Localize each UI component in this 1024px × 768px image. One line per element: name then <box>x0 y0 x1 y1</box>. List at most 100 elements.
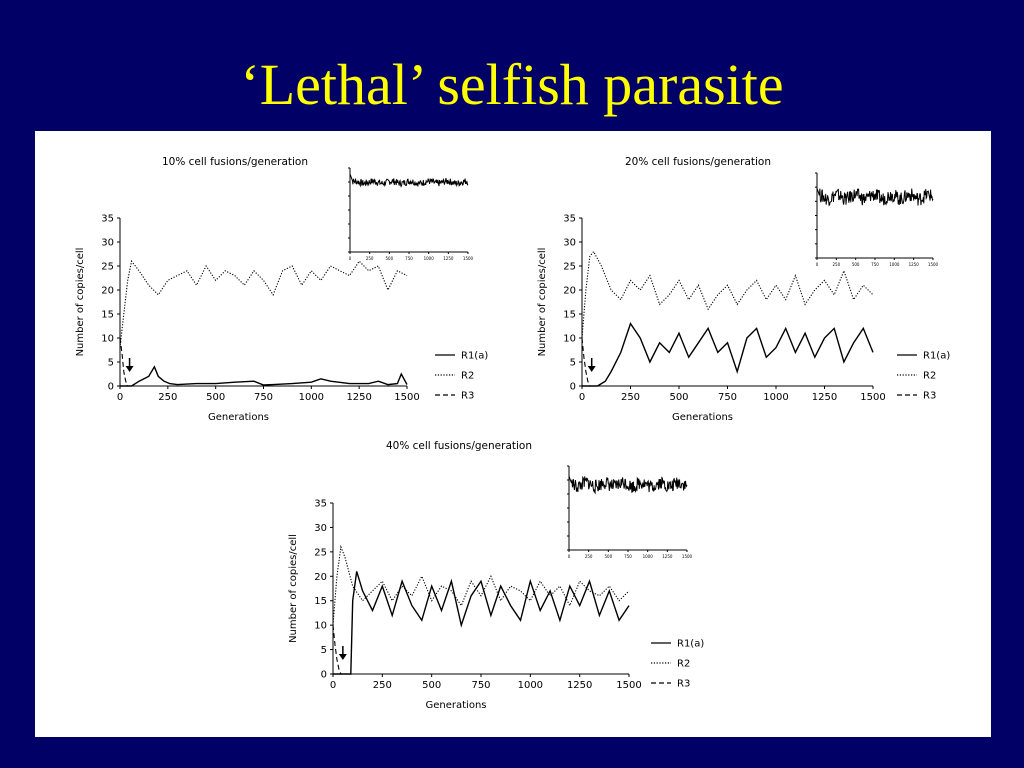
y-tick-label: 25 <box>101 262 114 273</box>
figure-panel: 10% cell fusions/generation 0 250 500 750 100… <box>35 131 991 737</box>
y-tick-label: 10 <box>314 621 327 632</box>
inset-trace <box>568 475 688 495</box>
x-tick-label: 250 <box>373 680 392 691</box>
x-tick-label: 0 <box>330 680 336 691</box>
arrow-head <box>338 654 347 660</box>
legend-label: R3 <box>677 679 690 690</box>
y-tick-label: 10 <box>101 334 114 345</box>
inset-x-tick-label: 1000 <box>643 554 654 559</box>
inset-x-tick-label: 500 <box>605 554 613 559</box>
series-line-r1a <box>582 322 874 387</box>
inset-plot: 0 250 500 750 1000 1250 1500 <box>567 465 693 559</box>
y-axis-label: Number of copies/cell <box>75 248 86 357</box>
x-tick-label: 750 <box>471 680 490 691</box>
series-line-r2 <box>581 250 874 339</box>
inset-x-tick-label: 250 <box>366 256 374 261</box>
series-line-r3 <box>119 337 407 387</box>
arrow-head <box>125 366 134 372</box>
x-axis-label: Generations <box>208 412 269 423</box>
inset-x-tick-label: 1250 <box>909 262 920 267</box>
inset-x-tick-label: 0 <box>568 554 571 559</box>
series-line-r3 <box>581 337 873 387</box>
x-tick-label: 1500 <box>860 392 885 403</box>
inset-x-tick-label: 1500 <box>682 554 693 559</box>
inset-x-tick-label: 750 <box>871 262 879 267</box>
series-line-r1a <box>333 571 630 675</box>
series-line-r2 <box>332 544 630 626</box>
x-tick-label: 1500 <box>394 392 419 403</box>
inset-x-tick-label: 1500 <box>463 256 474 261</box>
y-tick-label: 15 <box>314 596 327 607</box>
x-tick-label: 250 <box>158 392 177 403</box>
inset-x-tick-label: 750 <box>624 554 632 559</box>
x-axis-label: Generations <box>672 412 733 423</box>
series-line-r1a <box>120 365 408 387</box>
x-tick-label: 1000 <box>299 392 324 403</box>
inset-x-tick-label: 1250 <box>443 256 454 261</box>
inset-x-tick-label: 500 <box>386 256 394 261</box>
x-axis-label: Generations <box>426 700 487 711</box>
x-tick-label: 1000 <box>518 680 543 691</box>
inset-x-tick-label: 250 <box>833 262 841 267</box>
legend-label: R2 <box>677 659 690 670</box>
y-tick-label: 15 <box>563 310 576 321</box>
x-tick-label: 500 <box>206 392 225 403</box>
inset-trace <box>349 173 469 188</box>
y-tick-label: 20 <box>101 286 114 297</box>
legend-label: R2 <box>461 371 474 382</box>
x-tick-label: 1500 <box>616 680 641 691</box>
inset-x-tick-label: 500 <box>852 262 860 267</box>
y-tick-label: 0 <box>321 670 327 681</box>
inset-x-tick-label: 250 <box>585 554 593 559</box>
x-tick-label: 750 <box>254 392 273 403</box>
y-tick-label: 35 <box>563 214 576 225</box>
y-tick-label: 35 <box>101 214 114 225</box>
x-tick-label: 0 <box>579 392 585 403</box>
series-line-r3 <box>332 625 629 675</box>
y-tick-label: 35 <box>314 499 327 510</box>
inset-x-tick-label: 1250 <box>662 554 673 559</box>
y-tick-label: 30 <box>101 238 114 249</box>
y-tick-label: 25 <box>563 262 576 273</box>
legend-label: R3 <box>923 391 936 402</box>
inset-plot: 0 250 500 750 1000 1250 1500 <box>815 172 939 267</box>
chart-title: 40% cell fusions/generation <box>386 440 532 452</box>
y-tick-label: 30 <box>314 523 327 534</box>
arrow-head <box>587 366 596 372</box>
y-tick-label: 5 <box>108 358 114 369</box>
legend-label: R1(a) <box>461 351 488 362</box>
chart-title: 10% cell fusions/generation <box>162 156 308 168</box>
legend-label: R1(a) <box>923 351 950 362</box>
y-tick-label: 20 <box>314 572 327 583</box>
y-axis-label: Number of copies/cell <box>537 248 548 357</box>
inset-x-tick-label: 0 <box>816 262 819 267</box>
legend-label: R3 <box>461 391 474 402</box>
x-tick-label: 1250 <box>346 392 371 403</box>
y-tick-label: 25 <box>314 547 327 558</box>
y-tick-label: 20 <box>563 286 576 297</box>
y-tick-label: 5 <box>321 645 327 656</box>
y-tick-label: 5 <box>570 358 576 369</box>
y-tick-label: 0 <box>108 382 114 393</box>
inset-x-tick-label: 0 <box>349 256 352 261</box>
inset-plot: 0 250 500 750 1000 1250 1500 <box>348 167 474 261</box>
x-tick-label: 1250 <box>567 680 592 691</box>
inset-x-tick-label: 1500 <box>928 262 939 267</box>
x-tick-label: 1000 <box>763 392 788 403</box>
y-tick-label: 10 <box>563 334 576 345</box>
slide-title: ‘Lethal’ selfish parasite <box>240 52 784 117</box>
legend-label: R1(a) <box>677 639 704 650</box>
inset-x-tick-label: 1000 <box>889 262 900 267</box>
x-tick-label: 1250 <box>812 392 837 403</box>
x-tick-label: 0 <box>117 392 123 403</box>
y-tick-label: 15 <box>101 310 114 321</box>
y-tick-label: 30 <box>563 238 576 249</box>
x-tick-label: 250 <box>621 392 640 403</box>
inset-trace <box>816 188 934 207</box>
y-tick-label: 0 <box>570 382 576 393</box>
x-tick-label: 500 <box>669 392 688 403</box>
